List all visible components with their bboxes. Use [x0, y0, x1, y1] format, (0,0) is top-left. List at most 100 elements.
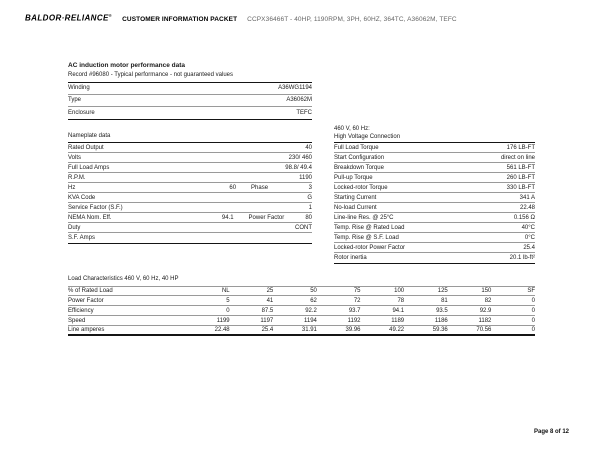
row-label: Power Factor: [68, 297, 104, 304]
baldor-reliance-logo: BALDOR·RELIANCE®: [25, 13, 112, 23]
table-header-row: % of Rated Load NL 25 50 75 100 125 150 …: [68, 286, 535, 296]
table-row: Volts 230/ 460: [68, 153, 312, 163]
page-number: Page 8 of 12: [533, 429, 569, 435]
column-header: 75: [353, 288, 361, 294]
table-row: Speed 1199 1197 1194 1192 1189 1186 1182…: [68, 316, 535, 326]
performance-subtitle: Record #96080 - Typical performance - no…: [68, 71, 233, 78]
row-second-label: Power Factor: [248, 214, 285, 221]
row-value: 3: [308, 184, 312, 191]
row-label: Locked-rotor Torque: [334, 184, 388, 191]
row-value: 341 A: [519, 194, 535, 201]
nameplate-section: Nameplate data Rated Output 40 Volts 230…: [68, 133, 312, 244]
load-characteristics-section: Load Characteristics 460 V, 60 Hz, 40 HP…: [68, 276, 535, 336]
row-value: 0.156 Ω: [513, 214, 535, 221]
row-label: Locked-rotor Power Factor: [334, 244, 406, 251]
cell-value: 62: [310, 297, 317, 304]
table-row: KVA Code G: [68, 193, 312, 203]
column-header: SF: [527, 288, 535, 294]
row-label: Hz: [68, 184, 76, 191]
row-value: G: [307, 194, 312, 201]
cell-value: 5: [226, 297, 230, 304]
row-value: 22.48: [519, 204, 535, 211]
cell-value: 1199: [216, 317, 230, 324]
row-value: A36WG1194: [278, 85, 312, 91]
cell-value: 92.2: [305, 307, 317, 314]
table-row: Starting Current 341 A: [334, 193, 535, 203]
product-code-line: CCPX36466T - 40HP, 1190RPM, 3PH, 60HZ, 3…: [247, 15, 457, 23]
cell-value: 22.48: [214, 327, 230, 333]
cell-value: 0: [531, 327, 535, 333]
table-row: Temp. Rise @ S.F. Load 0°C: [334, 233, 535, 243]
cell-value: 70.56: [476, 327, 492, 333]
row-label: Volts: [68, 154, 82, 161]
high-voltage-title-line1: 460 V, 60 Hz:: [334, 126, 370, 132]
cell-value: 41: [266, 297, 274, 304]
row-mid-value: 94.1: [221, 214, 234, 221]
table-row: Full Load Torque 176 LB-FT: [334, 143, 535, 153]
row-label: Efficiency: [68, 307, 94, 314]
row-label: KVA Code: [68, 194, 96, 201]
cell-value: 72: [353, 297, 361, 304]
table-row: Line amperes 22.48 25.4 31.91 39.96 49.2…: [68, 326, 535, 336]
table-row: Start Configuration direct on line: [334, 153, 535, 163]
table-row: No-load Current 22.48: [334, 203, 535, 213]
row-label: No-load Current: [334, 204, 377, 211]
row-value: 98.8/ 49.4: [285, 164, 312, 171]
row-value: TEFC: [296, 109, 312, 116]
cell-value: 93.7: [348, 307, 361, 314]
table-row: Hz 60 Phase 3: [68, 183, 312, 193]
row-value: 40: [305, 144, 312, 151]
row-mid-value: 60: [229, 184, 237, 191]
row-value: 260 LB-FT: [506, 174, 535, 181]
row-label: Enclosure: [68, 109, 95, 116]
row-label: Service Factor (S.F.): [68, 204, 123, 211]
row-label: Start Configuration: [334, 154, 385, 161]
row-value: 176 LB-FT: [506, 144, 535, 151]
table-row: Winding A36WG1194: [68, 83, 312, 95]
cell-value: 1182: [478, 317, 492, 324]
row-label: Starting Current: [334, 194, 377, 201]
cell-value: 92.9: [479, 307, 492, 314]
cell-value: 1197: [260, 317, 274, 324]
cell-value: 0: [531, 317, 535, 324]
table-row: Power Factor 5 41 62 72 78 81 82 0: [68, 296, 535, 306]
row-label: Pull-up Torque: [334, 174, 373, 181]
cell-value: 49.22: [389, 327, 405, 333]
row-value: A36062M: [286, 97, 312, 103]
column-header: % of Rated Load: [68, 288, 113, 294]
table-row: Locked-rotor Power Factor 25.4: [334, 243, 535, 253]
table-row: Enclosure TEFC: [68, 107, 312, 119]
table-row: Type A36062M: [68, 95, 312, 107]
row-value: 40°C: [521, 224, 535, 231]
table-row: Full Load Amps 98.8/ 49.4: [68, 163, 312, 173]
performance-table: Winding A36WG1194 Type A36062M Enclosure…: [68, 81, 312, 120]
table-row: Temp. Rise @ Rated Load 40°C: [334, 223, 535, 233]
row-value: 80: [305, 214, 312, 221]
table-row: Rotor inertia 20.1 lb-ft²: [334, 253, 535, 263]
row-label: Temp. Rise @ S.F. Load: [334, 234, 399, 241]
row-label: Full Load Amps: [68, 164, 110, 171]
table-row: NEMA Nom. Eff. 94.1 Power Factor 80: [68, 213, 312, 223]
cell-value: 1189: [391, 317, 405, 324]
column-header: 125: [437, 288, 448, 294]
row-label: NEMA Nom. Eff.: [68, 214, 112, 221]
column-header: 150: [481, 288, 492, 294]
cell-value: 1192: [347, 317, 361, 324]
page-header: BALDOR·RELIANCE® CUSTOMER INFORMATION PA…: [25, 13, 457, 23]
row-label: Line-line Res. @ 25°C: [334, 214, 394, 221]
cell-value: 0: [226, 307, 230, 314]
cell-value: 78: [397, 297, 405, 304]
table-row: R.P.M. 1190: [68, 173, 312, 183]
row-value: 1: [308, 204, 312, 211]
cell-value: 94.1: [392, 307, 405, 314]
row-label: Breakdown Torque: [334, 164, 384, 171]
performance-section: AC induction motor performance data Reco…: [68, 62, 312, 120]
table-row: Breakdown Torque 561 LB-FT: [334, 163, 535, 173]
cell-value: 81: [441, 297, 448, 304]
high-voltage-table: Full Load Torque 176 LB-FT Start Configu…: [334, 142, 535, 264]
row-value: 230/ 460: [288, 154, 312, 161]
row-value: CONT: [295, 224, 312, 231]
table-row: Rated Output 40: [68, 143, 312, 153]
cell-value: 31.91: [301, 327, 317, 333]
high-voltage-section: 460 V, 60 Hz: High Voltage Connection Fu…: [334, 125, 535, 264]
